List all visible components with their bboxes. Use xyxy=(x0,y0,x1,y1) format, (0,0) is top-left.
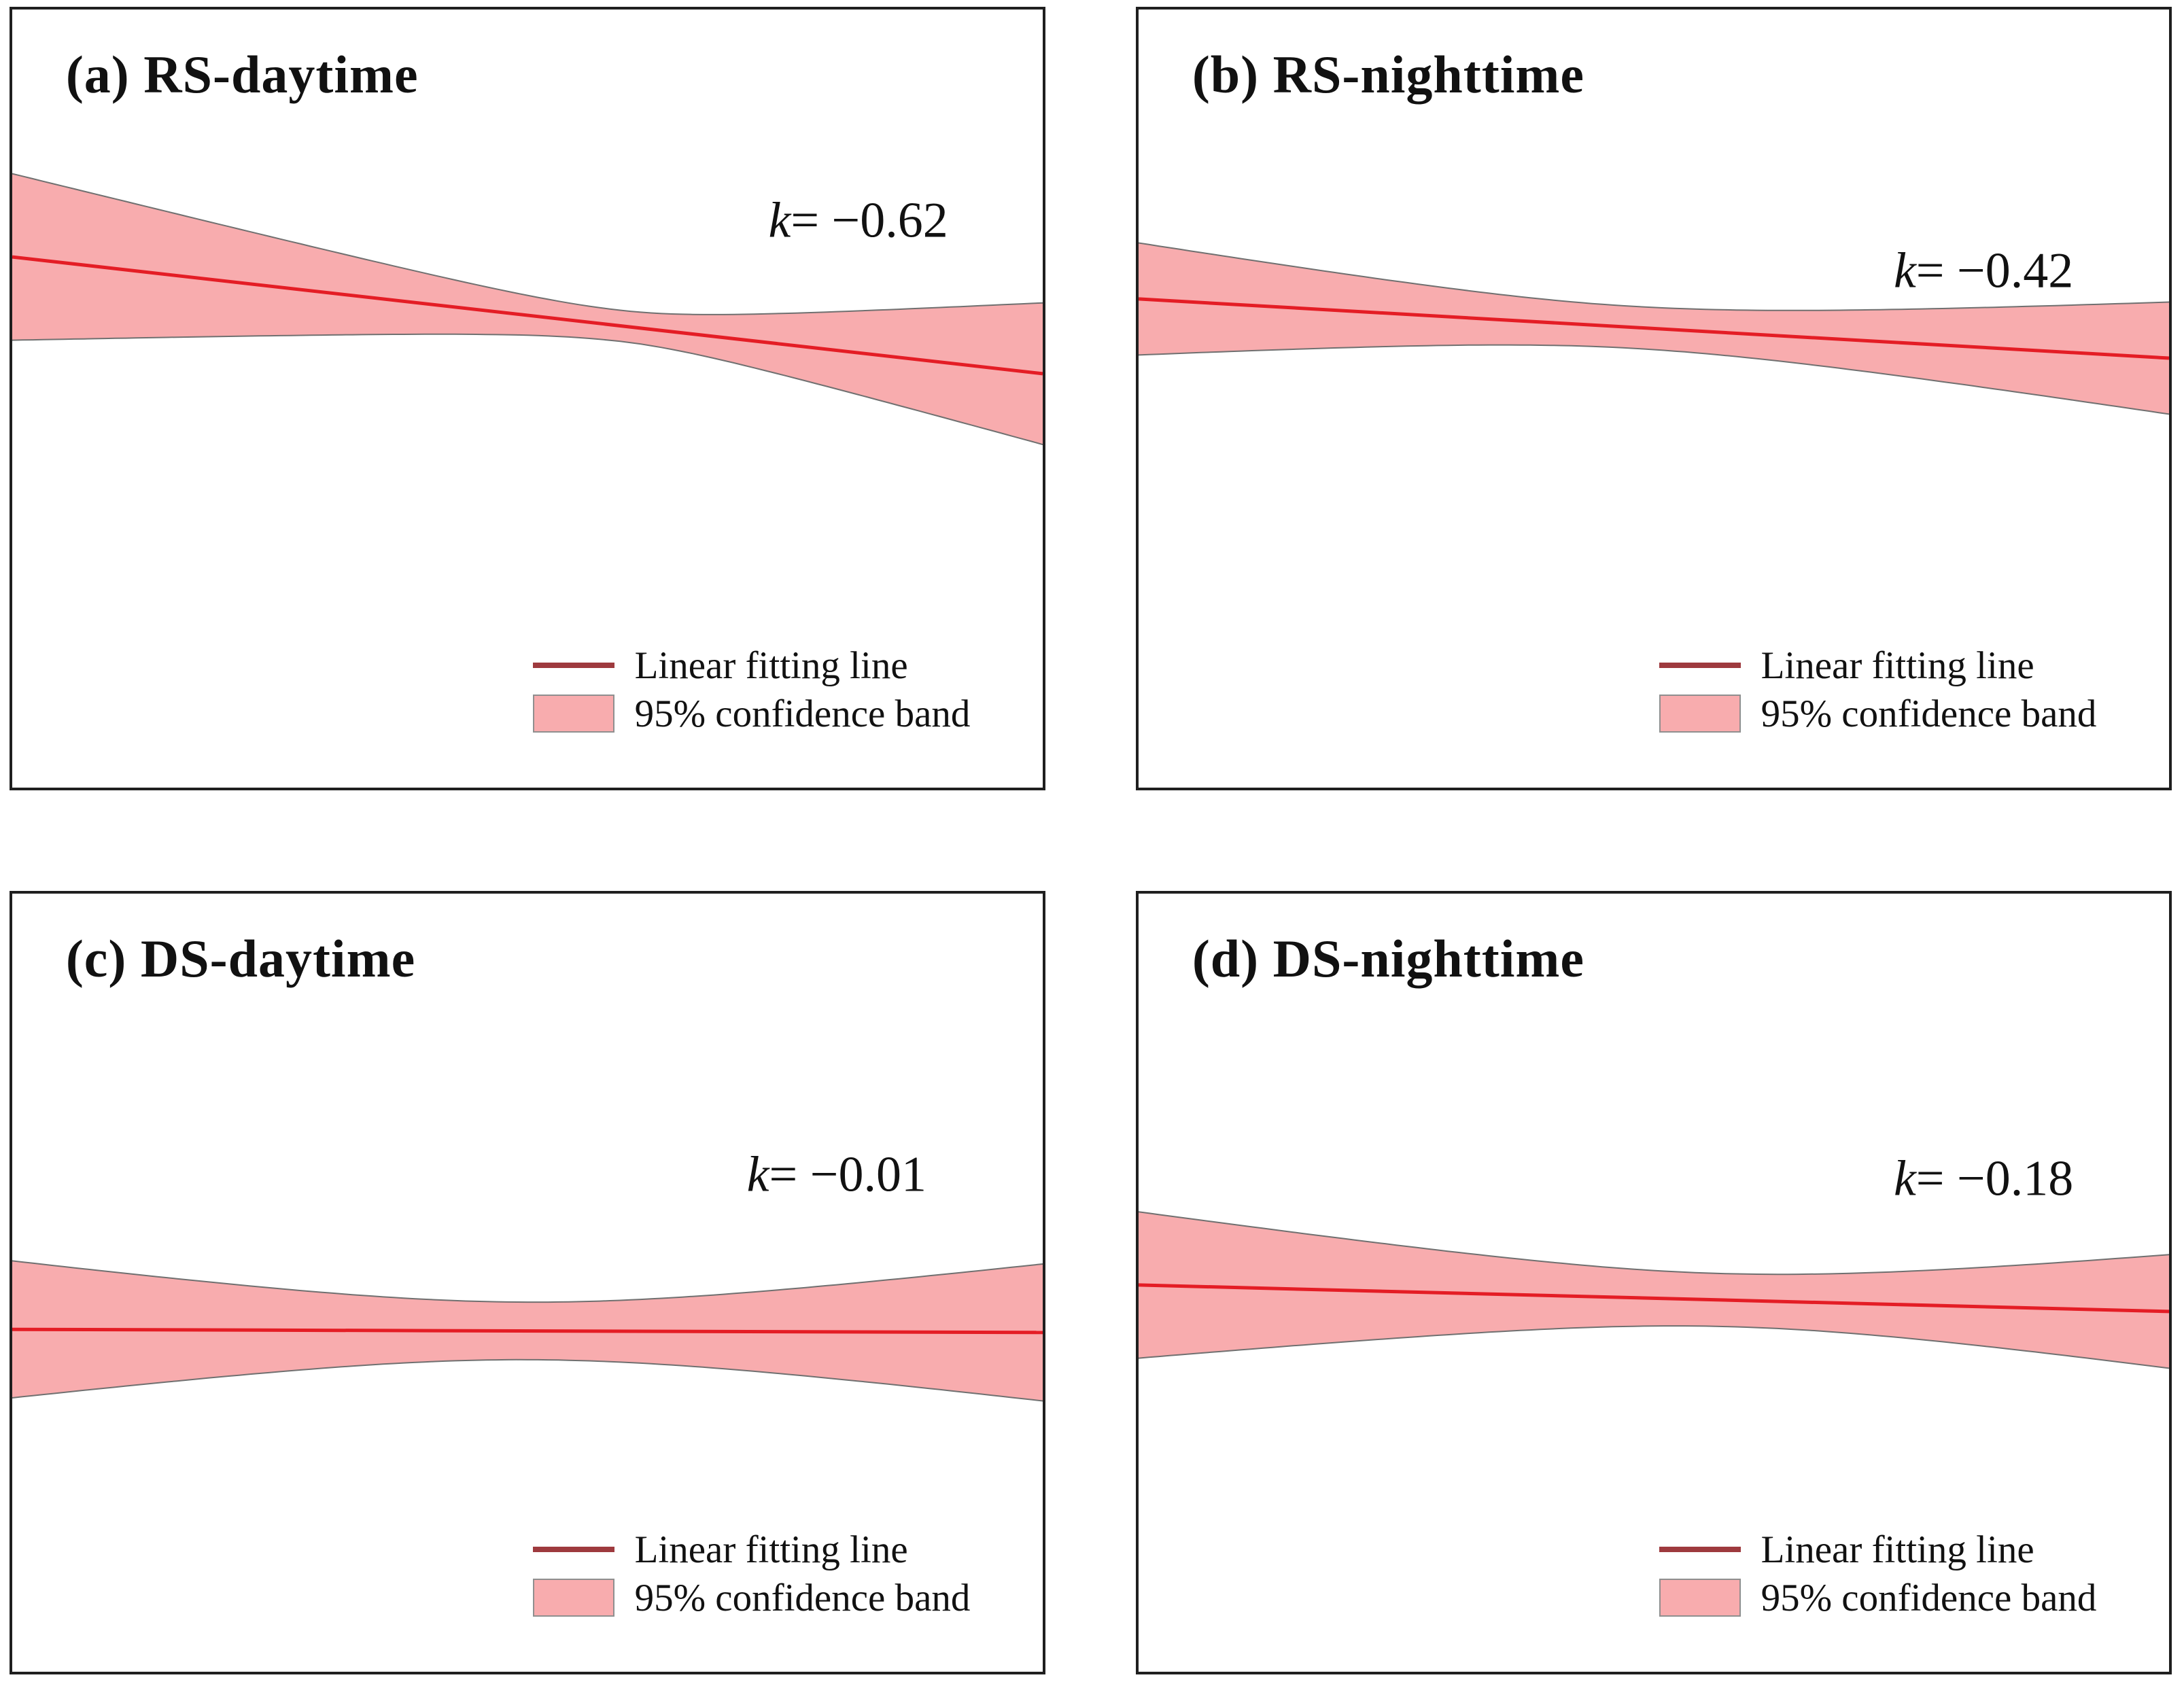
red-line-swatch-icon xyxy=(1659,663,1741,669)
panel-title: (b) RS-nighttime xyxy=(1192,44,1584,104)
pink-box-swatch-icon xyxy=(532,695,614,733)
slope-label: k= −0.01 xyxy=(746,1146,926,1203)
slope-value: = −0.62 xyxy=(791,192,948,249)
slope-label: k= −0.62 xyxy=(768,192,948,249)
legend-item-line: Linear fitting line xyxy=(1659,1526,2097,1574)
legend-item-line: Linear fitting line xyxy=(1659,642,2097,690)
legend-item-band: 95% confidence band xyxy=(532,1574,971,1622)
rs-daytime-plot xyxy=(12,173,1043,446)
legend-item-band: 95% confidence band xyxy=(1659,690,2097,738)
slope-value: = −0.42 xyxy=(1916,243,2074,299)
legend: Linear fitting line 95% confidence band xyxy=(532,642,971,738)
legend-band-label: 95% confidence band xyxy=(634,1576,971,1619)
ds-daytime-plot xyxy=(12,1260,1043,1402)
legend: Linear fitting line 95% confidence band xyxy=(1659,1526,2097,1622)
legend-item-band: 95% confidence band xyxy=(532,690,971,738)
panel-title: (a) RS-daytime xyxy=(65,44,419,104)
legend: Linear fitting line 95% confidence band xyxy=(532,1526,971,1622)
slope-value: = −0.18 xyxy=(1916,1151,2074,1207)
slope-label: k= −0.42 xyxy=(1894,243,2073,298)
legend-line-label: Linear fitting line xyxy=(1761,1528,2034,1571)
red-line-swatch-icon xyxy=(1659,1547,1741,1553)
legend-line-label: Linear fitting line xyxy=(1761,644,2034,687)
legend-item-line: Linear fitting line xyxy=(532,1526,971,1574)
legend-line-label: Linear fitting line xyxy=(634,1528,908,1571)
panel-ds-nighttime: (d) DS-nighttime k= −0.18 Linear fitting… xyxy=(1136,891,2172,1674)
slope-variable: k xyxy=(1893,243,1916,299)
slope-value: = −0.01 xyxy=(769,1146,926,1203)
legend: Linear fitting line 95% confidence band xyxy=(1659,642,2097,738)
legend-band-label: 95% confidence band xyxy=(1761,692,2097,735)
panel-rs-daytime: (a) RS-daytime k= −0.62 Linear fitting l… xyxy=(10,7,1045,790)
panel-title: (c) DS-daytime xyxy=(65,928,416,988)
panel-title: (d) DS-nighttime xyxy=(1192,928,1584,988)
red-line-swatch-icon xyxy=(532,1547,614,1553)
slope-label: k= −0.18 xyxy=(1893,1151,2074,1207)
pink-box-swatch-icon xyxy=(1659,695,1741,733)
slope-variable: k xyxy=(768,192,791,249)
legend-item-band: 95% confidence band xyxy=(1659,1574,2097,1622)
rs-nighttime-plot xyxy=(1139,242,2169,415)
pink-box-swatch-icon xyxy=(532,1579,614,1617)
slope-variable: k xyxy=(746,1146,769,1203)
slope-variable: k xyxy=(1893,1151,1916,1207)
legend-band-label: 95% confidence band xyxy=(634,692,971,735)
pink-box-swatch-icon xyxy=(1659,1579,1741,1617)
legend-band-label: 95% confidence band xyxy=(1761,1576,2097,1619)
legend-line-label: Linear fitting line xyxy=(634,644,908,687)
ds-nighttime-plot xyxy=(1139,1211,2169,1369)
legend-item-line: Linear fitting line xyxy=(532,642,971,690)
panel-ds-daytime: (c) DS-daytime k= −0.01 Linear fitting l… xyxy=(10,891,1045,1674)
red-line-swatch-icon xyxy=(532,663,614,669)
panel-rs-nighttime: (b) RS-nighttime k= −0.42 Linear fitting… xyxy=(1136,7,2172,790)
